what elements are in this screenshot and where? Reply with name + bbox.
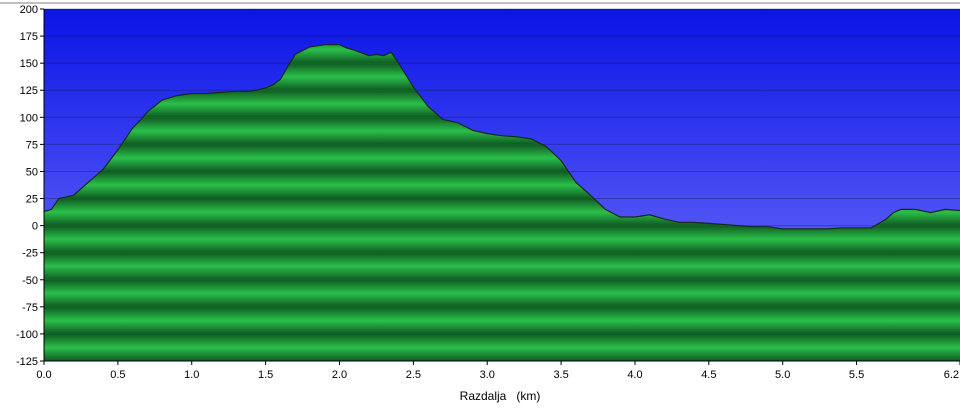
y-tick-label: 125 [20, 85, 38, 97]
y-tick-label: 200 [20, 4, 38, 16]
y-tick-label: -75 [22, 302, 38, 314]
x-tick-label: 4.0 [627, 369, 642, 381]
x-tick-label: 0.0 [36, 369, 51, 381]
x-tick-label: 2.5 [406, 369, 421, 381]
x-axis: 0.0 0.5 1.0 1.5 2.0 2.5 3.0 3.5 4.0 4.5 5.0 5.5 6.2 [36, 360, 960, 381]
y-tick-label: -125 [16, 356, 38, 368]
x-tick-label: 1.5 [258, 369, 273, 381]
x-tick-label: 1.0 [184, 369, 199, 381]
x-tick-label: 6.2 [944, 369, 959, 381]
y-tick-label: -25 [22, 248, 38, 260]
x-tick-label: 5.0 [775, 369, 790, 381]
x-tick-label: 4.5 [701, 369, 716, 381]
elevation-band [44, 225, 960, 253]
x-tick-label: 3.5 [553, 369, 568, 381]
elevation-band [44, 252, 960, 280]
y-tick-label: 50 [26, 166, 38, 178]
y-tick-label: 75 [26, 139, 38, 151]
x-tick-label: 5.5 [849, 369, 864, 381]
x-tick-label: 2.0 [332, 369, 347, 381]
y-tick-label: 150 [20, 58, 38, 70]
y-tick-label: 0 [32, 221, 38, 233]
y-tick-label: 100 [20, 112, 38, 124]
x-tick-label: 0.5 [110, 369, 125, 381]
elevation-band [44, 306, 960, 334]
x-tick-label: 3.0 [480, 369, 495, 381]
elevation-band [44, 279, 960, 307]
elevation-band [44, 333, 960, 361]
elevation-outline [44, 44, 960, 230]
y-tick-label: 175 [20, 31, 38, 43]
y-tick-label: -100 [16, 329, 38, 341]
y-tick-label: -50 [22, 275, 38, 287]
y-axis: 200 175 150 125 100 75 50 25 0 -25 -50 -75 -100 -125 [16, 4, 45, 368]
y-tick-label: 25 [26, 194, 38, 206]
x-axis-title: Razdalja (km) [460, 389, 541, 403]
